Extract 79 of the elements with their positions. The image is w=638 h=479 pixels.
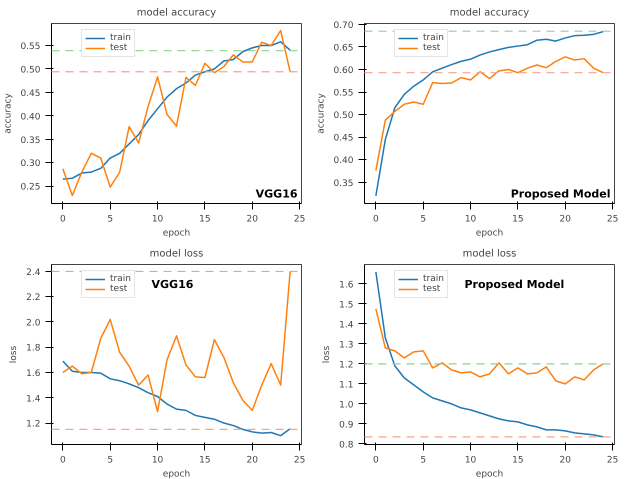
x-tick-label: 20 [560,456,572,466]
y-tick-label: 0.65 [333,43,354,54]
x-tick-label: 0 [60,214,66,224]
y-tick-label: 0.9 [339,420,354,430]
y-tick-label: 1.2 [339,360,354,370]
x-axis-title: epoch [476,470,504,479]
x-tick-label: 25 [294,214,306,224]
chart-title: model accuracy [450,8,530,18]
x-axis-title: epoch [476,228,504,238]
y-tick-label: 1.1 [339,380,354,390]
legend-label: test [423,43,442,53]
y-tick-label: 0.30 [20,159,41,170]
x-tick-label: 5 [107,456,114,466]
x-tick-label: 20 [560,214,572,224]
x-tick-label: 0 [373,214,379,224]
x-tick-label: 10 [464,456,477,466]
legend-label: test [110,284,128,294]
y-tick-label: 0.35 [20,136,41,146]
chart-title: model loss [462,248,516,260]
y-tick-label: 1.3 [339,340,354,350]
y-tick-label: 2.0 [26,318,41,328]
legend-label: test [110,43,128,53]
x-tick-label: 25 [294,456,306,466]
x-tick-label: 5 [420,214,426,224]
y-tick-label: 0.35 [333,178,354,189]
y-tick-label: 0.55 [333,88,354,99]
y-tick-label: 0.25 [20,182,41,193]
y-axis-title: accuracy [316,92,326,134]
x-tick-label: 25 [606,456,618,466]
x-tick-label: 10 [152,214,164,224]
y-tick-label: 0.8 [339,440,354,450]
y-tick-label: 0.60 [333,66,354,76]
legend-label: train [110,33,131,43]
y-axis-title: loss [322,345,332,364]
x-tick-label: 10 [464,214,477,224]
annotation: VGG16 [152,278,194,291]
chart-title: model accuracy [136,8,216,18]
y-axis-title: loss [9,345,20,364]
y-axis-title: accuracy [3,92,14,134]
x-axis-title: epoch [162,228,190,238]
y-tick-label: 2.2 [26,293,41,304]
y-tick-label: 1.6 [26,369,41,379]
x-tick-label: 5 [107,214,114,224]
y-tick-label: 2.4 [26,268,41,278]
legend-label: train [423,33,444,43]
x-tick-label: 0 [373,456,379,466]
annotation: VGG16 [256,188,298,200]
x-tick-label: 15 [199,456,211,466]
x-tick-label: 15 [512,214,524,224]
y-tick-label: 1.0 [339,400,354,410]
x-tick-label: 5 [420,456,426,466]
y-tick-label: 1.4 [339,320,354,330]
y-tick-label: 0.50 [20,65,41,76]
legend-label: test [423,284,442,294]
x-tick-label: 20 [246,214,258,224]
x-tick-label: 15 [199,214,211,224]
chart-title: model loss [150,248,204,260]
annotation: Proposed Model [464,278,564,291]
legend-label: train [110,274,131,284]
y-tick-label: 0.45 [20,88,41,99]
y-tick-label: 1.8 [26,344,41,354]
y-tick-label: 1.2 [26,420,41,430]
y-tick-label: 0.45 [333,134,354,144]
x-tick-label: 15 [512,456,524,466]
y-tick-label: 0.55 [20,42,41,52]
x-axis-title: epoch [162,470,190,479]
y-tick-label: 1.6 [339,280,354,290]
y-tick-label: 1.4 [26,394,41,404]
x-tick-label: 25 [606,214,618,224]
legend-label: train [423,274,444,284]
y-tick-label: 0.70 [333,20,354,31]
y-tick-label: 0.50 [333,111,354,122]
x-tick-label: 0 [60,456,66,466]
x-tick-label: 20 [246,456,258,466]
annotation: Proposed Model [510,188,610,200]
x-tick-label: 10 [152,456,164,466]
y-tick-label: 1.5 [339,300,354,310]
y-tick-label: 0.40 [333,156,354,166]
y-tick-label: 0.40 [20,112,41,122]
